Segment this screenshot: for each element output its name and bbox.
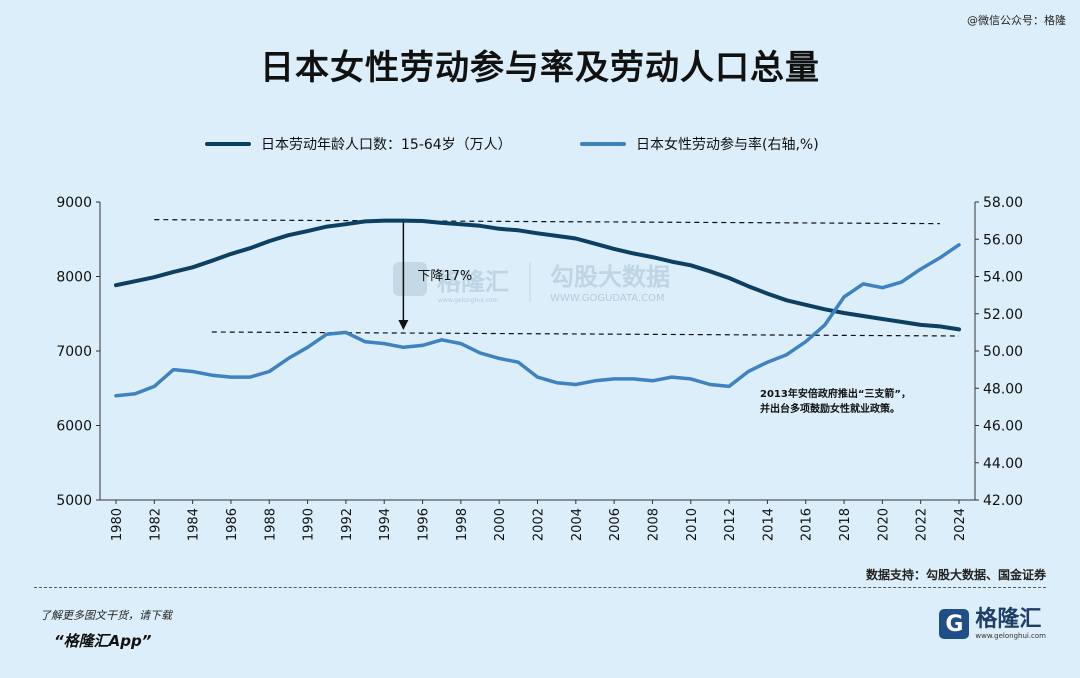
x-tick-label: 2006 (608, 508, 623, 541)
legend-label-population: 日本劳动年龄人口数：15-64岁（万人） (261, 137, 512, 153)
watermark-logo-icon (393, 262, 427, 296)
current-reference-line (211, 331, 960, 337)
watermark-gogudata: 勾股大数据 (550, 263, 670, 291)
x-tick-label: 1998 (455, 508, 470, 541)
right-y-tick-label: 56.00 (983, 232, 1023, 248)
right-y-tick-label: 44.00 (983, 456, 1023, 472)
x-tick-label: 1988 (263, 508, 278, 541)
footer-divider (34, 587, 1046, 588)
left-y-tick-label: 8000 (56, 270, 92, 286)
x-tick-label: 2008 (646, 508, 661, 541)
right-y-tick-label: 52.00 (983, 307, 1023, 323)
series-line-female-participation-rate (114, 243, 961, 398)
x-tick-label: 2020 (876, 508, 891, 541)
brand-block: G 格隆汇 www.gelonghui.com (939, 608, 1046, 640)
watermark-gogudata-url: WWW.GOGUDATA.COM (550, 293, 665, 304)
legend-item-participation: 日本女性劳动参与率(右轴,%) (580, 134, 819, 154)
x-tick-label: 1986 (225, 508, 240, 541)
x-tick-label: 2022 (915, 508, 930, 541)
x-tick-label: 2016 (800, 508, 815, 541)
legend-swatch-population (205, 142, 251, 146)
source-text: 数据支持：勾股大数据、国金证券 (865, 568, 1046, 582)
drop-arrow-head (398, 320, 409, 330)
left-y-tick-label: 9000 (56, 195, 92, 211)
x-tick-label: 2018 (838, 508, 853, 541)
x-tick-label: 2024 (953, 508, 968, 541)
x-tick-label: 1980 (110, 508, 125, 541)
left-y-tick-label: 7000 (56, 344, 92, 360)
right-y-tick-label: 48.00 (983, 381, 1023, 397)
peak-reference-line (154, 219, 940, 225)
policy-annotation-line2: 并出台多项鼓励女性就业政策。 (760, 402, 900, 415)
wechat-watermark: @微信公众号：格隆 (967, 14, 1066, 27)
x-tick-label: 2004 (570, 508, 585, 541)
footnote-app-name: “格隆汇App” (54, 632, 152, 650)
x-tick-label: 1982 (148, 508, 163, 541)
right-y-tick-label: 58.00 (983, 195, 1023, 211)
x-tick-label: 2002 (532, 508, 547, 541)
x-tick-label: 2010 (685, 508, 700, 541)
brand-name: 格隆汇 (975, 607, 1042, 632)
legend-item-population: 日本劳动年龄人口数：15-64岁（万人） (205, 134, 512, 154)
x-tick-label: 1984 (187, 508, 202, 541)
right-y-tick-label: 46.00 (983, 419, 1023, 435)
x-tick-label: 2000 (493, 508, 508, 541)
legend-swatch-participation (580, 142, 626, 146)
brand-url: www.gelonghui.com (975, 632, 1046, 640)
watermark-brand: 格隆汇 (437, 268, 509, 296)
x-tick-label: 1992 (340, 508, 355, 541)
chart-legend: 日本劳动年龄人口数：15-64岁（万人） 日本女性劳动参与率(右轴,%) (0, 134, 1080, 154)
x-tick-label: 1990 (302, 508, 317, 541)
right-y-tick-label: 54.00 (983, 270, 1023, 286)
drop-label: 下降17% (417, 269, 472, 284)
x-tick-label: 1994 (378, 508, 393, 541)
footnote-download-hint: 了解更多图文干货，请下载 (40, 609, 172, 622)
x-tick-label: 2014 (761, 508, 776, 541)
left-y-tick-label: 6000 (56, 419, 92, 435)
x-tick-label: 2012 (723, 508, 738, 541)
brand-logo-icon: G (939, 609, 970, 639)
series-line-working-age-population (114, 218, 961, 332)
right-y-tick-label: 50.00 (983, 344, 1023, 360)
left-y-tick-label: 5000 (56, 493, 92, 509)
right-y-tick-label: 42.00 (983, 493, 1023, 509)
watermark-brand-url: www.gelonghui.com (438, 297, 499, 304)
x-tick-label: 1996 (417, 508, 432, 541)
legend-label-participation: 日本女性劳动参与率(右轴,%) (636, 137, 819, 153)
chart-title: 日本女性劳动参与率及劳动人口总量 (260, 48, 820, 88)
policy-annotation-line1: 2013年安倍政府推出“三支箭”， (760, 387, 911, 400)
